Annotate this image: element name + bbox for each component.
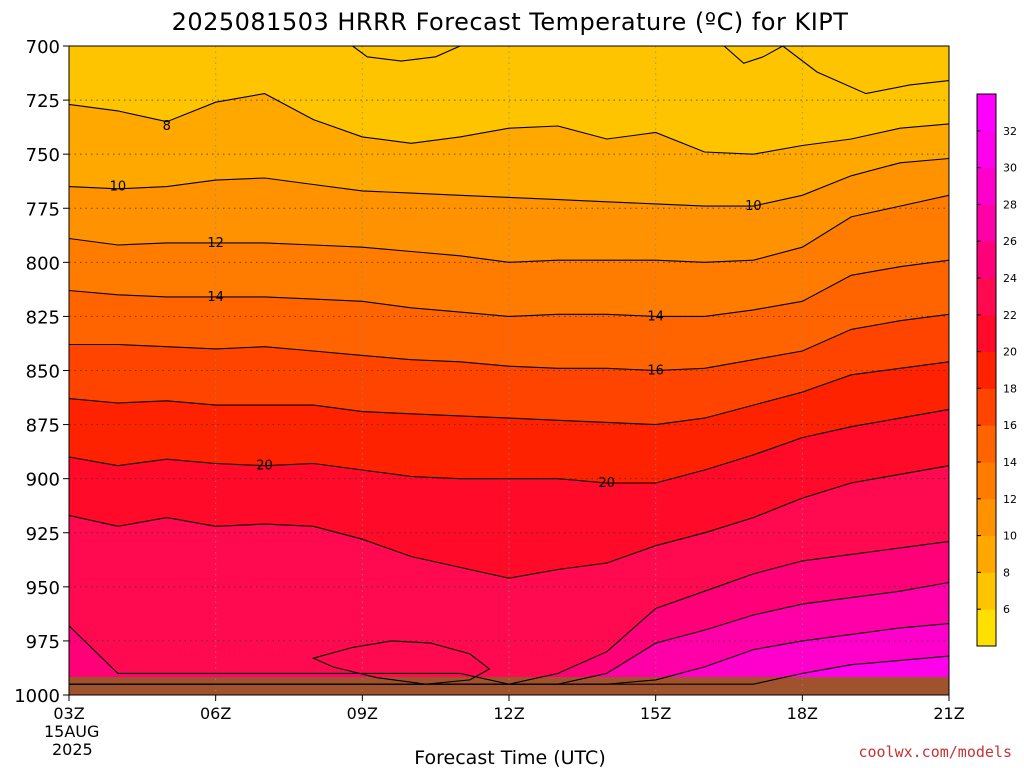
x-tick-label-03Z: 03Z [53,704,84,723]
x-date-label-year: 2025 [52,740,93,759]
y-tick-label-750: 750 [26,145,60,166]
closed-contour-fill-2 [724,46,783,64]
colorbar-swatch-5 [977,425,996,463]
closed-contour-line-3 [781,46,949,95]
y-tick-label-975: 975 [26,632,60,653]
credit-text: coolwx.com/models [858,743,1012,761]
contour-fills [69,46,949,695]
y-tick-label-900: 900 [26,470,60,491]
colorbar-tick-label-18: 18 [1003,382,1017,395]
colorbar-swatch-9 [977,278,996,316]
colorbar-tick-label-10: 10 [1003,530,1017,543]
contour-line-18 [69,361,949,426]
colorbar-tick-label-20: 20 [1003,346,1017,359]
colorbar-swatch-13 [977,130,996,169]
x-axis-label: Forecast Time (UTC) [414,747,605,768]
colorbar-swatch-4 [977,462,996,500]
colorbar-tick-label-14: 14 [1003,456,1017,469]
colorbar-swatch-11 [977,204,996,242]
y-tick-label-825: 825 [26,307,60,328]
contour-line-12 [69,194,949,263]
contour-label-7: 20 [599,476,616,491]
x-date-label-day: 15AUG [44,722,99,741]
plot-area: 8 10 12 14 14 16 20 20 10 [69,46,949,695]
y-tick-label-725: 725 [26,91,60,112]
ground-strip [69,677,949,695]
chart-title: 2025081503 HRRR Forecast Temperature (ºC… [172,8,849,36]
closed-contour-fill-3 [782,46,949,94]
colorbar-tick-label-26: 26 [1003,235,1017,248]
contour-line-16 [69,313,949,372]
colorbar-swatch-0 [977,609,996,647]
y-tick-label-950: 950 [26,578,60,599]
colorbar-tick-label-24: 24 [1003,272,1017,285]
y-axis: 700 725 750 775 800 825 850 875 900 925 950 975 1000 [14,37,69,707]
colorbar-swatch-8 [977,314,996,353]
contour-label-5: 16 [647,364,664,379]
contour-line-10 [69,157,949,207]
x-tick-label-15Z: 15Z [640,704,671,723]
contour-line-20 [69,408,949,484]
colorbar-swatch-1 [977,572,996,610]
colorbar-frame [976,93,997,647]
contour-line-22 [69,465,949,579]
x-axis: 15AUG 2025 03Z 06Z 09Z 12Z 15Z 18Z 21Z [44,695,965,759]
colorbar-swatch-12 [977,167,996,205]
colorbar-tick-label-16: 16 [1003,419,1017,432]
contour-line-14 [69,259,949,317]
contour-label-1: 10 [110,180,127,195]
x-tick-label-06Z: 06Z [200,704,231,723]
colorbar-swatch-14 [977,94,996,132]
colorbar-tick-label-8: 8 [1003,566,1010,579]
y-tick-label-1000: 1000 [14,686,60,707]
closed-contour-line-2 [723,46,784,64]
x-tick-label-12Z: 12Z [493,704,524,723]
y-tick-label-700: 700 [26,37,60,58]
colorbar-swatch-6 [977,388,996,426]
y-tick-label-850: 850 [26,362,60,383]
colorbar-tick-label-30: 30 [1003,162,1017,175]
contour-lines [69,46,949,685]
ground-surface [69,677,949,695]
contour-line-30 [69,655,949,685]
closed-contour-fill-1 [352,46,461,62]
y-tick-label-775: 775 [26,199,60,220]
x-tick-label-09Z: 09Z [347,704,378,723]
colorbar: 6 8 10 12 14 16 18 20 22 24 26 28 30 32 [976,93,1017,647]
x-tick-label-21Z: 21Z [933,704,964,723]
closed-contour-line-0 [311,640,491,685]
y-tick-label-925: 925 [26,524,60,545]
colorbar-swatch-7 [977,351,996,389]
closed-contour-line-1 [351,46,461,62]
contour-label-0: 8 [163,119,171,134]
colorbar-tick-label-28: 28 [1003,198,1017,211]
colorbar-tick-label-32: 32 [1003,125,1017,138]
contour-label-4: 14 [647,309,664,324]
contour-label-8: 10 [745,199,762,214]
colorbar-tick-label-22: 22 [1003,309,1017,322]
colorbar-swatch-10 [977,241,996,279]
contour-line-8 [69,93,949,155]
y-tick-label-875: 875 [26,416,60,437]
contour-label-6: 20 [256,459,273,474]
colorbar-tick-label-6: 6 [1003,603,1010,616]
contour-label-3: 14 [207,290,224,305]
colorbar-swatch-3 [977,498,996,537]
contour-labels: 8 10 12 14 14 16 20 20 10 [110,119,762,491]
colorbar-swatch-2 [977,535,996,573]
contour-label-2: 12 [207,236,224,251]
colorbar-tick-label-12: 12 [1003,493,1017,506]
y-tick-label-800: 800 [26,253,60,274]
x-tick-label-18Z: 18Z [787,704,818,723]
